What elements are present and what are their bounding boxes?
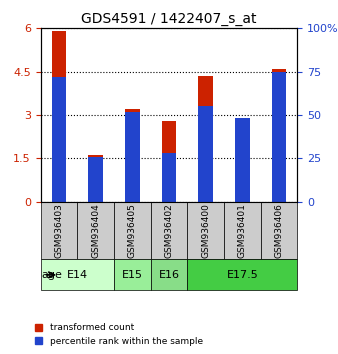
FancyBboxPatch shape — [187, 202, 224, 259]
Bar — [88, 156, 103, 202]
Text: age: age — [41, 270, 62, 280]
Bar — [272, 72, 286, 202]
FancyBboxPatch shape — [261, 202, 297, 259]
Bar — [52, 77, 66, 202]
FancyBboxPatch shape — [151, 202, 187, 259]
Bar — [162, 153, 176, 202]
Text: GSM936404: GSM936404 — [91, 203, 100, 258]
Text: GSM936400: GSM936400 — [201, 203, 210, 258]
Bar — [235, 118, 250, 202]
Bar — [125, 112, 140, 202]
Bar — [272, 69, 286, 202]
Bar — [88, 155, 103, 202]
Text: GSM936403: GSM936403 — [54, 203, 64, 258]
Title: GDS4591 / 1422407_s_at: GDS4591 / 1422407_s_at — [81, 12, 257, 26]
Bar — [125, 109, 140, 202]
FancyBboxPatch shape — [224, 202, 261, 259]
Text: E16: E16 — [159, 270, 179, 280]
Text: GSM936405: GSM936405 — [128, 203, 137, 258]
Legend: transformed count, percentile rank within the sample: transformed count, percentile rank withi… — [31, 320, 206, 349]
FancyBboxPatch shape — [187, 259, 297, 290]
Text: E15: E15 — [122, 270, 143, 280]
Bar — [162, 121, 176, 202]
Bar — [52, 31, 66, 202]
Text: GSM936402: GSM936402 — [165, 203, 173, 258]
FancyBboxPatch shape — [114, 202, 151, 259]
Bar — [198, 76, 213, 202]
Text: E17.5: E17.5 — [226, 270, 258, 280]
FancyBboxPatch shape — [77, 202, 114, 259]
Bar — [235, 119, 250, 202]
Text: GSM936406: GSM936406 — [274, 203, 284, 258]
FancyBboxPatch shape — [151, 259, 187, 290]
Bar — [198, 106, 213, 202]
FancyBboxPatch shape — [41, 259, 114, 290]
FancyBboxPatch shape — [41, 202, 77, 259]
Text: GSM936401: GSM936401 — [238, 203, 247, 258]
Text: E14: E14 — [67, 270, 88, 280]
FancyBboxPatch shape — [114, 259, 151, 290]
